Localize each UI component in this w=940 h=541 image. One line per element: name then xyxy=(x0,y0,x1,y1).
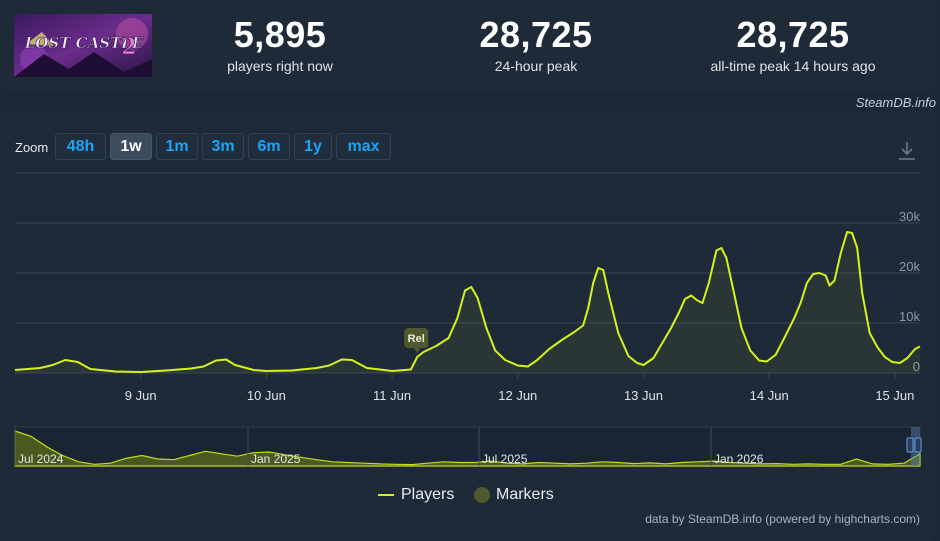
stat-value: 28,725 xyxy=(479,14,593,55)
chart-credit[interactable]: data by SteamDB.info (powered by highcha… xyxy=(645,512,920,526)
x-tick-label: 15 Jun xyxy=(875,388,914,403)
y-tick-label: 30k xyxy=(899,209,920,224)
stats-header: LOST CASTLE 2 5,895 players right now 28… xyxy=(0,0,935,92)
y-tick-label: 0 xyxy=(913,359,920,374)
x-tick-label: 13 Jun xyxy=(624,388,663,403)
steamdb-credit[interactable]: SteamDB.info xyxy=(855,95,936,110)
zoom-label: Zoom xyxy=(15,140,49,155)
y-tick-label: 10k xyxy=(899,309,920,324)
zoom-6m-button[interactable]: 6m xyxy=(248,133,290,160)
stat-value: 5,895 xyxy=(233,14,327,55)
legend-dot-symbol xyxy=(474,487,490,503)
legend-item-players[interactable]: Players xyxy=(378,486,454,504)
zoom-1y-button[interactable]: 1y xyxy=(294,133,332,160)
series-area xyxy=(15,232,920,373)
navigator-series xyxy=(14,430,921,467)
stat-label: 24-hour peak xyxy=(494,58,578,74)
marker-label: Rel xyxy=(408,333,425,345)
navigator-handle-left xyxy=(906,437,914,453)
navigator-tick-label: Jul 2024 xyxy=(18,452,64,466)
series-line-players xyxy=(14,231,921,373)
stat-label: all-time peak 14 hours ago xyxy=(710,58,876,74)
y-tick-label: 20k xyxy=(899,259,920,274)
zoom-1m-button[interactable]: 1m xyxy=(156,133,198,160)
x-tick-label: 11 Jun xyxy=(373,388,411,403)
x-tick-label: 10 Jun xyxy=(247,388,286,403)
thumbnail-logo-number: 2 xyxy=(121,34,136,60)
navigator-tick-label: Jul 2025 xyxy=(482,452,528,466)
legend-line-symbol xyxy=(378,494,394,496)
navigator-tick-label: Jan 2025 xyxy=(251,452,301,466)
stat-24h-peak: 28,725 24-hour peak xyxy=(456,14,616,74)
x-tick-label: 14 Jun xyxy=(750,388,789,403)
zoom-1w-button[interactable]: 1w xyxy=(110,133,152,160)
navigator-handle-right xyxy=(914,437,922,453)
stat-all-time-peak: 28,725 all-time peak 14 hours ago xyxy=(683,14,903,74)
player-count-chart[interactable]: 0 10k 20k 30k 9 Jun 10 Jun 11 Jun 12 Jun 13 Jun 1… xyxy=(0,0,940,480)
download-icon[interactable] xyxy=(897,140,917,162)
x-tick-label: 12 Jun xyxy=(498,388,537,403)
stat-value: 28,725 xyxy=(736,14,850,55)
zoom-max-button[interactable]: max xyxy=(336,133,391,160)
legend-label: Players xyxy=(401,486,455,503)
chart-panel xyxy=(0,112,935,541)
x-tick-label: 9 Jun xyxy=(125,388,157,403)
stat-current-players: 5,895 players right now xyxy=(200,14,360,74)
legend-item-markers[interactable]: Markers xyxy=(473,486,554,504)
zoom-48h-button[interactable]: 48h xyxy=(55,133,106,160)
release-marker-pointer xyxy=(414,348,421,353)
game-thumbnail-art: LOST CASTLE 2 xyxy=(14,14,152,77)
chart-legend: Players Markers xyxy=(0,486,935,508)
zoom-3m-button[interactable]: 3m xyxy=(202,133,244,160)
game-thumbnail[interactable]: LOST CASTLE 2 xyxy=(14,14,152,77)
navigator-tick-label: Jan 2026 xyxy=(714,452,764,466)
thumbnail-logo: LOST CASTLE xyxy=(24,34,144,52)
release-marker xyxy=(404,328,429,348)
stat-label: players right now xyxy=(227,58,333,74)
legend-label: Markers xyxy=(496,486,554,503)
